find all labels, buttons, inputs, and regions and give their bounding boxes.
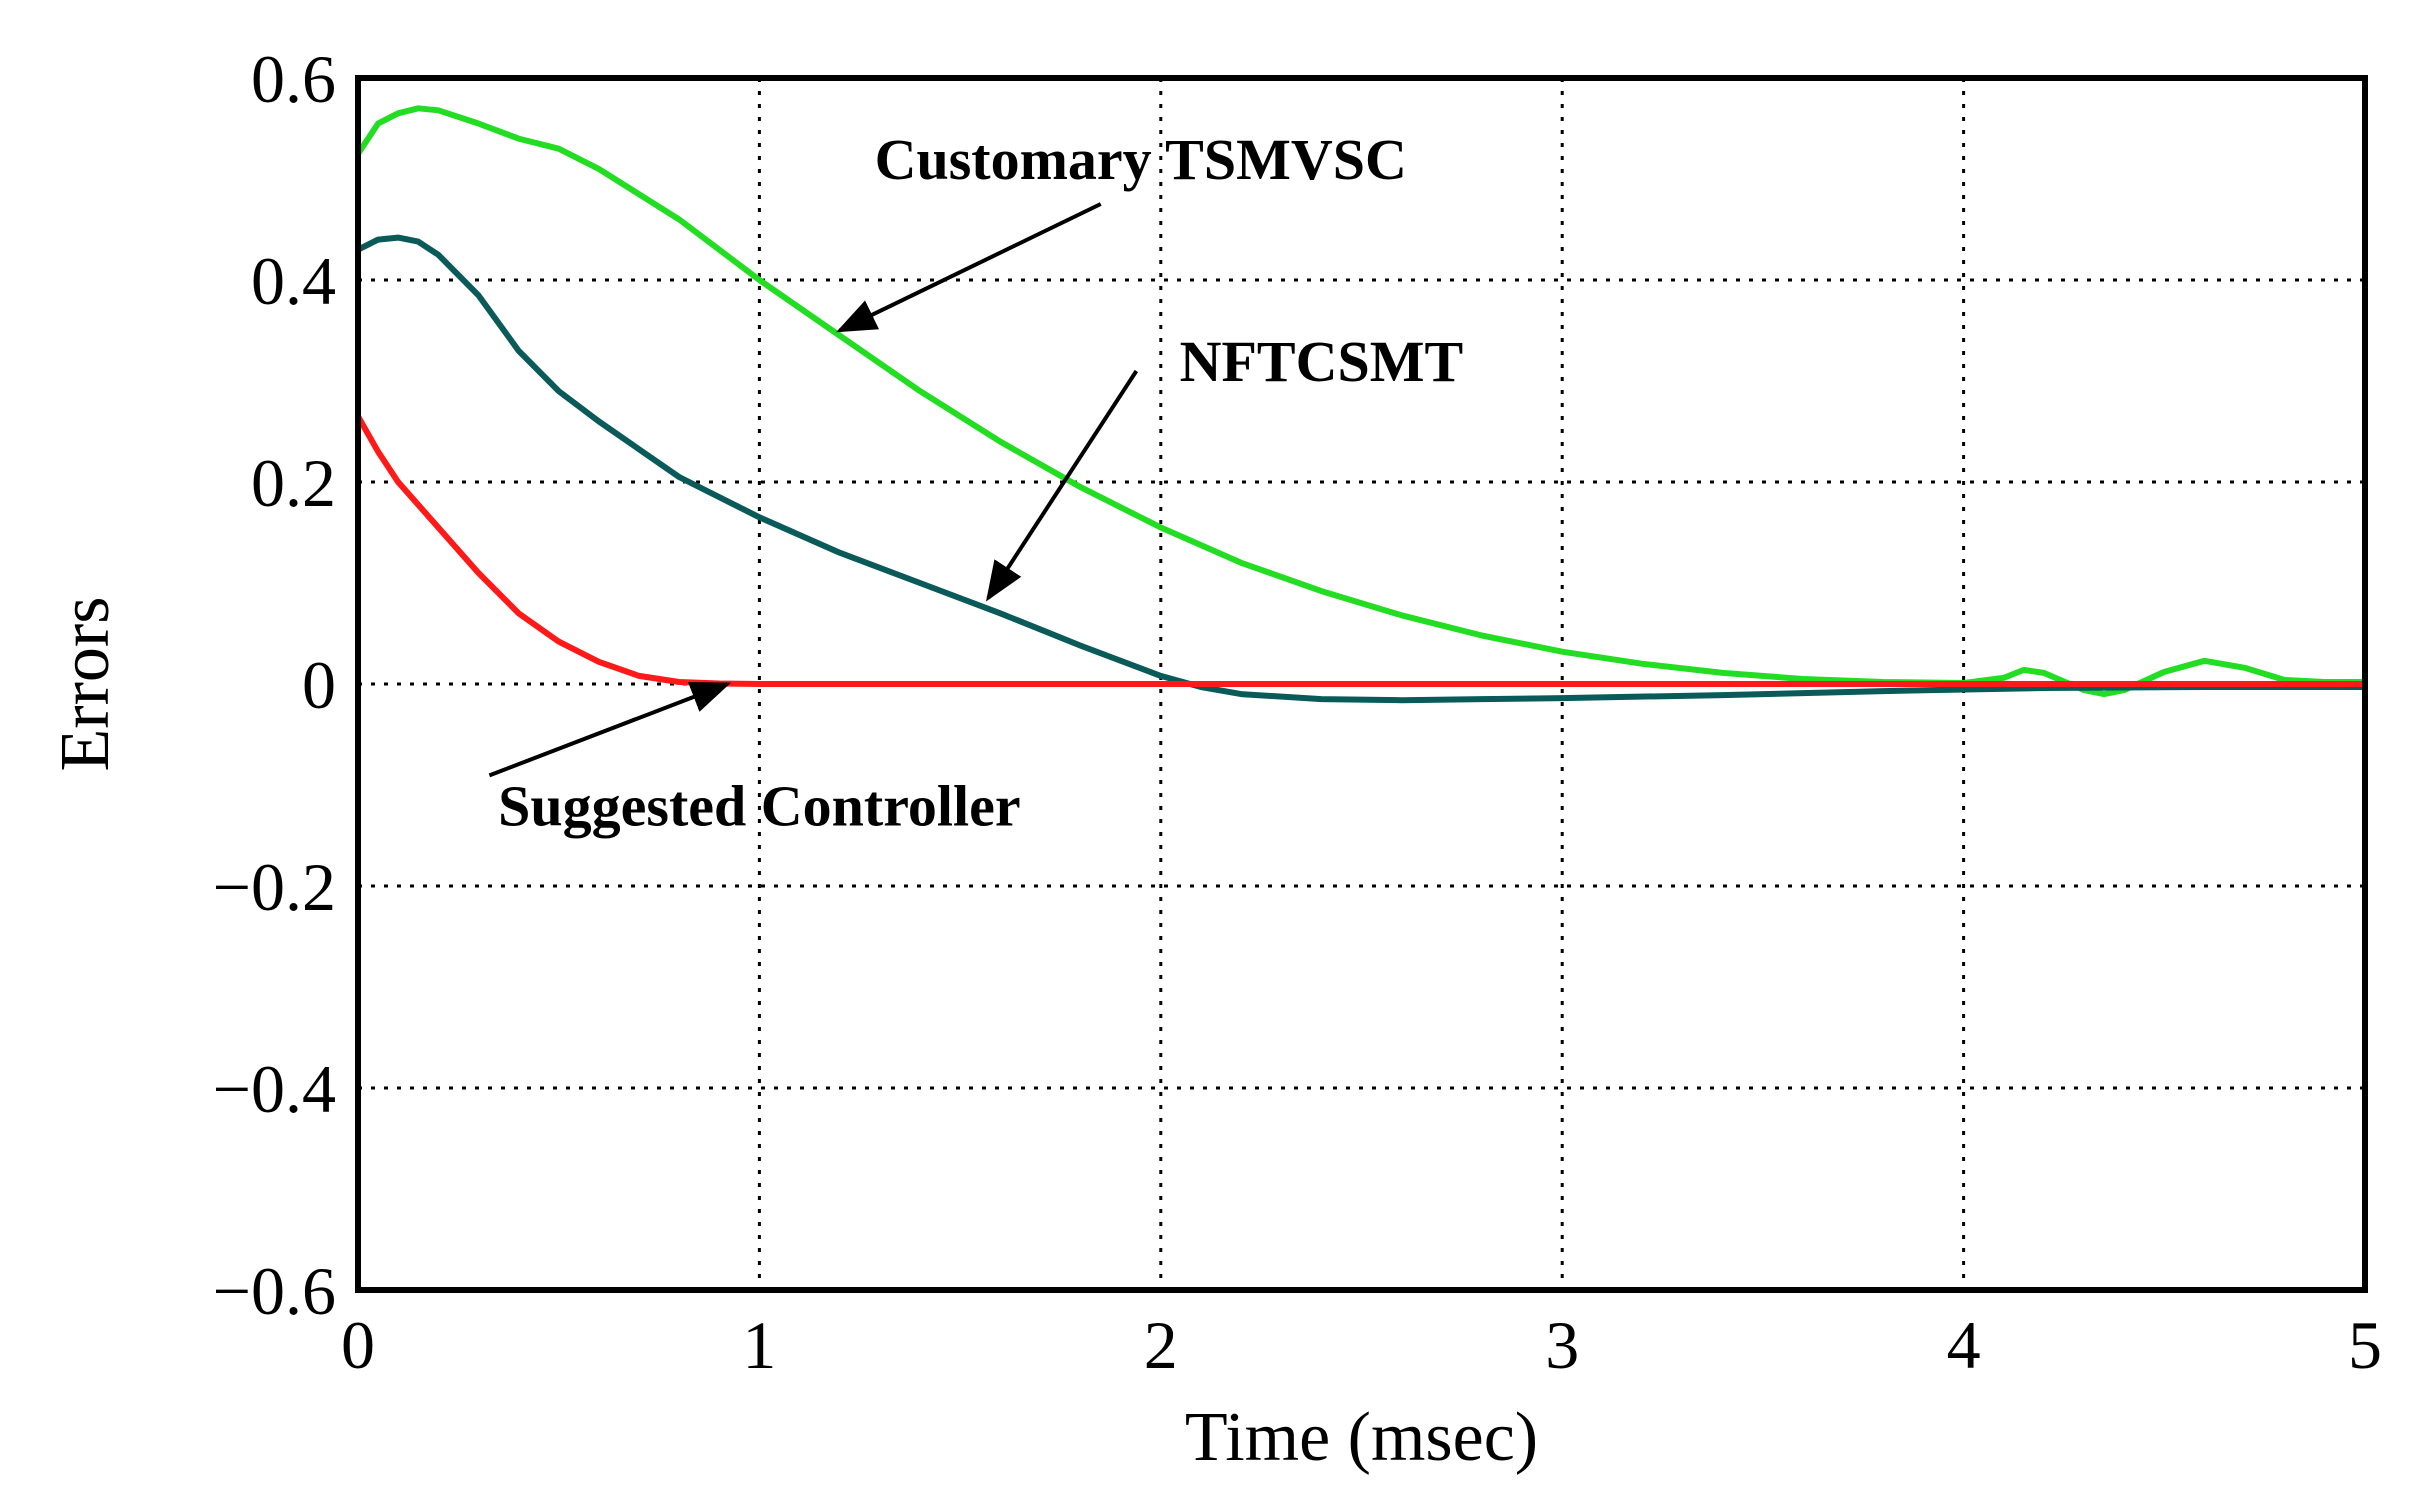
y-tick-label: 0 [302,647,336,723]
series-line-nftcsmt [355,234,2368,704]
y-tick-label: 0.2 [251,445,336,521]
x-tick-label: 3 [1545,1307,1579,1383]
x-tick-label: 5 [2348,1307,2382,1383]
y-axis-label: Errors [47,597,124,772]
y-tick-label: 0.6 [251,41,336,117]
tick-labels: 0 1 2 3 4 5 −0.6 −0.4 −0.2 0 0.2 0.4 0.6 [213,41,2382,1383]
annotation-suggested-controller: Suggested Controller [498,773,1021,838]
y-tick-label: 0.4 [251,243,336,319]
annotations: Customary TSMVSC NFTCSMT Suggested Control… [488,127,1464,838]
x-tick-label: 1 [742,1307,776,1383]
annotation-arrow-customary-tsmvsc [836,202,1102,333]
x-tick-label: 0 [341,1307,375,1383]
plot-area-border [355,75,2368,1293]
y-tick-label: −0.2 [213,849,336,925]
x-tick-label: 2 [1144,1307,1178,1383]
annotation-arrow-nftcsmt [986,369,1139,602]
plot-frame [355,75,2368,1293]
annotation-nftcsmt: NFTCSMT [1180,329,1464,394]
x-tick-label: 4 [1947,1307,1981,1383]
series-lines [355,105,2368,704]
y-tick-label: −0.6 [213,1253,336,1329]
y-tick-label: −0.4 [213,1051,336,1127]
annotation-arrow-suggested-controller [488,681,732,778]
series-line-customary-tsmvsc [355,105,2368,698]
x-axis-label: Time (msec) [1185,1399,1538,1476]
annotation-customary-tsmvsc: Customary TSMVSC [875,127,1407,192]
series-line-suggested-controller [355,413,2368,687]
